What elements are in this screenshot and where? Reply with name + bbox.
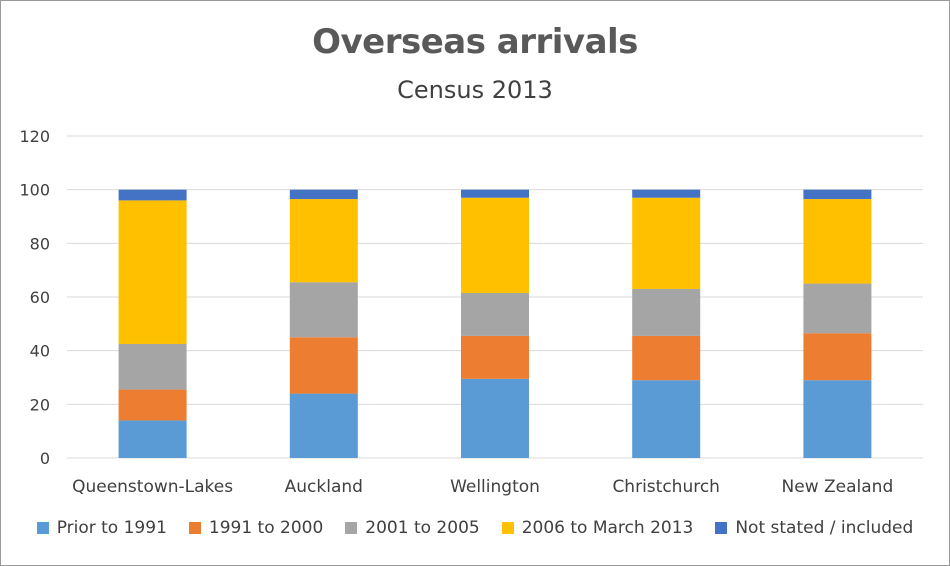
bar-segment <box>118 420 187 458</box>
y-tick-label: 120 <box>19 127 50 146</box>
legend-swatch <box>36 522 49 534</box>
bars <box>118 189 872 458</box>
bar-segment <box>632 380 701 458</box>
legend-label: 2006 to March 2013 <box>521 518 694 538</box>
legend-swatch <box>501 522 514 534</box>
legend-item: Not stated / included <box>715 518 913 538</box>
bar-segment <box>289 199 358 283</box>
bar-segment <box>118 200 187 344</box>
legend-swatch <box>188 522 201 534</box>
bar-segment <box>803 189 872 200</box>
bar-segment <box>461 378 529 458</box>
y-axis-ticks: 0 20 40 60 80 100 120 <box>19 127 50 468</box>
y-tick-label: 80 <box>30 234 50 253</box>
bar-segment <box>289 282 358 338</box>
legend-swatch <box>345 522 358 534</box>
y-tick-label: 60 <box>30 288 50 307</box>
bar-segment <box>118 389 187 421</box>
y-tick-label: 0 <box>40 449 50 468</box>
bar-segment <box>461 335 529 379</box>
legend-swatch <box>715 522 728 534</box>
bar-segment <box>803 380 872 458</box>
bar-segment <box>118 343 187 390</box>
legend-item: 2001 to 2005 <box>345 518 480 538</box>
bar-segment <box>461 189 529 198</box>
bar-segment <box>803 333 872 381</box>
y-tick-label: 20 <box>30 395 50 414</box>
legend-label: 1991 to 2000 <box>208 518 324 538</box>
chart-subtitle: Census 2013 <box>397 76 553 104</box>
legend-label: Prior to 1991 <box>56 518 167 538</box>
x-tick-label: Christchurch <box>612 477 720 497</box>
bar-segment <box>803 283 872 334</box>
bar-segment <box>803 199 872 284</box>
bar-segment <box>461 292 529 336</box>
legend: Prior to 1991 1991 to 2000 2001 to 2005 200… <box>0 518 950 538</box>
bar-segment <box>632 335 701 381</box>
y-tick-label: 40 <box>30 342 50 361</box>
bar-segment <box>118 189 187 201</box>
x-tick-label: Wellington <box>450 477 540 497</box>
bar-segment <box>289 393 358 458</box>
legend-label: Not stated / included <box>735 518 914 538</box>
x-axis-ticks: Queenstown-Lakes Auckland Wellington Christ… <box>72 477 893 497</box>
chart-title: Overseas arrivals <box>312 22 638 62</box>
legend-item: Prior to 1991 <box>36 518 167 538</box>
bar-segment <box>632 189 701 198</box>
legend-item: 2006 to March 2013 <box>501 518 694 538</box>
legend-label: 2001 to 2005 <box>365 518 480 538</box>
x-tick-label: Queenstown-Lakes <box>72 477 233 497</box>
bar-segment <box>632 288 701 336</box>
x-tick-label: Auckland <box>285 477 363 497</box>
bar-segment <box>289 337 358 394</box>
y-tick-label: 100 <box>19 181 50 200</box>
x-tick-label: New Zealand <box>782 477 894 497</box>
bar-segment <box>632 197 701 289</box>
legend-item: 1991 to 2000 <box>188 518 324 538</box>
bar-segment <box>289 189 358 200</box>
bar-segment <box>461 197 529 293</box>
